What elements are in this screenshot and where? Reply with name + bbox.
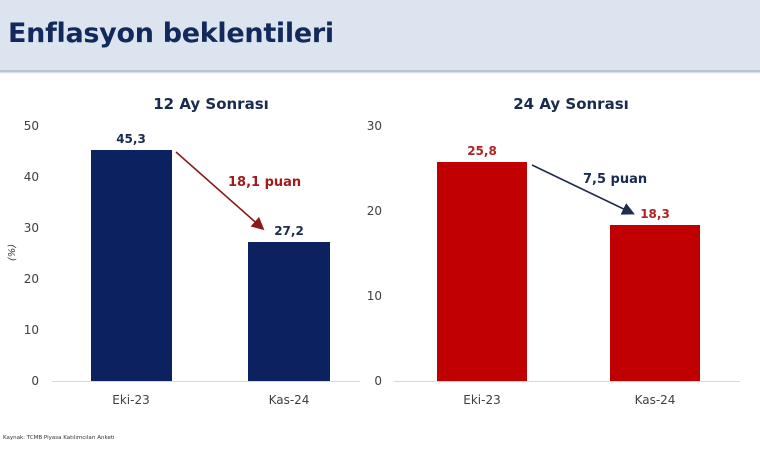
value-label: 45,3	[116, 132, 146, 146]
x-tick-label: Kas-24	[268, 393, 310, 407]
y-tick: 10	[366, 289, 382, 303]
change-annotation: 7,5 puan	[583, 172, 648, 187]
x-axis-line	[394, 381, 740, 382]
value-label: 18,3	[640, 207, 670, 221]
chart-title: 24 Ay Sonrası	[513, 95, 629, 113]
chart-title: 12 Ay Sonrası	[153, 95, 269, 113]
slide-header: Enflasyon beklentileri	[0, 0, 760, 72]
y-tick: 20	[366, 204, 382, 218]
y-tick: 20	[23, 272, 39, 286]
y-tick: 10	[23, 323, 39, 337]
bar-eki-23	[91, 150, 172, 381]
x-tick-label: Eki-23	[463, 393, 501, 407]
y-tick: 50	[23, 119, 39, 133]
bar-kas-24	[610, 225, 700, 381]
bar-kas-24	[248, 242, 330, 381]
x-axis-line	[52, 381, 360, 382]
y-tick: 30	[23, 221, 39, 235]
y-tick: 0	[374, 374, 382, 388]
y-tick: 40	[23, 170, 39, 184]
bar-eki-23	[437, 162, 527, 381]
value-label: 25,8	[467, 144, 497, 158]
source-note: Kaynak: TCMB Piyasa Katılımcıları Anketi	[3, 435, 115, 441]
x-tick-label: Kas-24	[634, 393, 676, 407]
y-tick: 30	[366, 119, 382, 133]
slide-title: Enflasyon beklentileri	[8, 18, 334, 49]
value-label: 27,2	[274, 224, 304, 238]
x-tick-label: Eki-23	[112, 393, 150, 407]
y-tick: 0	[31, 374, 39, 388]
change-annotation: 18,1 puan	[228, 175, 302, 190]
